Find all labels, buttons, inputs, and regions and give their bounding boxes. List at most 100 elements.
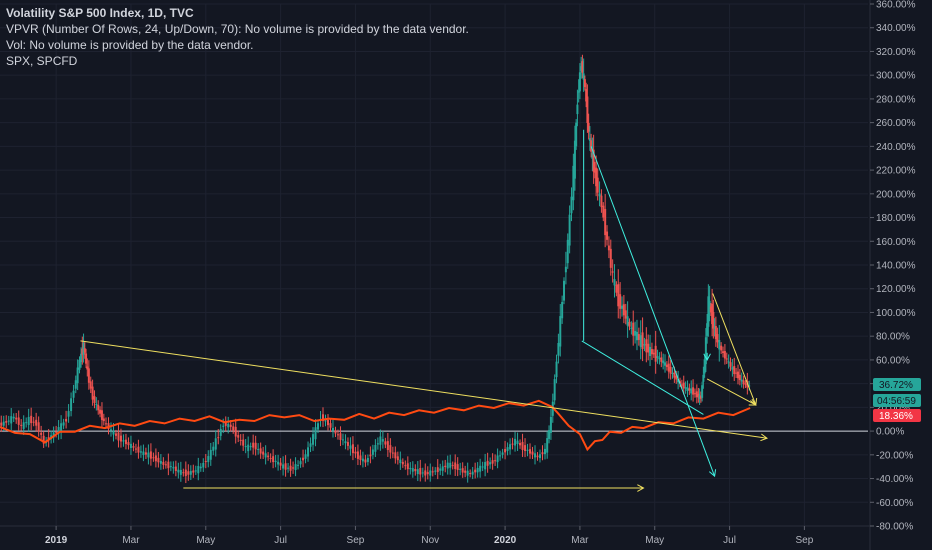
candle-body <box>741 380 743 382</box>
candle-body <box>33 422 35 423</box>
candle-body <box>182 472 184 473</box>
candle-body <box>55 432 57 433</box>
candle-body <box>379 437 381 445</box>
candle-body <box>519 443 521 445</box>
vix-badge-value: 36.72% <box>879 380 913 391</box>
candle-body <box>492 460 494 463</box>
candle-body <box>354 452 356 454</box>
candle-body <box>137 447 139 453</box>
candle-body <box>701 385 703 398</box>
candle-body <box>464 471 466 473</box>
candle-body <box>115 433 117 435</box>
candle-body <box>257 449 259 450</box>
candle-body <box>250 446 252 447</box>
candle-body <box>222 426 224 427</box>
candle-body <box>68 411 70 417</box>
time-axis[interactable]: 2019 Mar May Jul Sep Nov 2020 Mar May Jul Sep <box>0 526 870 550</box>
candle-body <box>581 61 583 72</box>
candle-body <box>692 387 694 394</box>
candle-body <box>339 433 341 440</box>
candle-body <box>255 443 257 450</box>
candle-body <box>217 437 219 438</box>
candle-body <box>127 442 129 445</box>
candle-body <box>237 435 239 438</box>
candle-body <box>469 473 471 474</box>
candle-body <box>372 450 374 455</box>
candle-body <box>282 464 284 468</box>
candle-body <box>85 354 87 364</box>
candle-body <box>210 450 212 460</box>
candle-body <box>10 416 12 423</box>
candle-body <box>38 422 40 431</box>
candle-body <box>670 367 672 374</box>
candle-body <box>612 271 614 272</box>
candle-body <box>412 468 414 471</box>
candle-body <box>647 344 649 353</box>
price-tick-label: 260.00% <box>876 118 916 129</box>
candle-body <box>77 368 79 384</box>
candle-body <box>588 123 590 132</box>
candle-body <box>658 358 660 359</box>
spx-badge-value: 18.36% <box>879 411 913 422</box>
candle-body <box>287 468 289 469</box>
candle-body <box>645 339 647 352</box>
candle-body <box>347 442 349 446</box>
candle-body <box>402 462 404 464</box>
price-axis[interactable]: 360.00% 340.00% 320.00% 300.00% 280.00% 260.0… <box>868 0 932 550</box>
candle-body <box>474 470 476 473</box>
candle-body <box>694 393 696 394</box>
candle-body <box>197 466 199 473</box>
candle-body <box>599 194 601 197</box>
candle-body <box>662 361 664 364</box>
price-tick-label: -60.00% <box>876 498 913 509</box>
candle-body <box>357 451 359 458</box>
candle-body <box>35 420 37 426</box>
candle-body <box>457 464 459 470</box>
candle-body <box>544 449 546 454</box>
price-tick-label: 280.00% <box>876 94 916 105</box>
candle-body <box>606 232 608 240</box>
candle-body <box>200 467 202 469</box>
candle-body <box>733 366 735 374</box>
candle-body <box>640 335 642 347</box>
price-tick-label: 220.00% <box>876 166 916 177</box>
candle-body <box>377 443 379 444</box>
candle-body <box>744 384 746 385</box>
candle-body <box>205 461 207 462</box>
candle-body <box>23 422 25 429</box>
candle-body <box>295 464 297 470</box>
candle-body <box>8 421 10 422</box>
candle-body <box>726 358 728 359</box>
candle-body <box>215 438 217 449</box>
price-tick-label: 60.00% <box>876 355 910 366</box>
candle-body <box>556 362 558 378</box>
candle-body <box>325 420 327 421</box>
candle-body <box>307 447 309 456</box>
candle-body <box>512 444 514 445</box>
candle-body <box>720 346 722 351</box>
candle-body <box>542 452 544 454</box>
candle-body <box>619 294 621 309</box>
candle-body <box>507 447 509 451</box>
candle-body <box>479 466 481 472</box>
candle-body <box>195 470 197 471</box>
candle-body <box>590 140 592 151</box>
candle-body <box>628 322 630 327</box>
candle-body <box>267 456 269 458</box>
price-badges: 36.72% 04:56:59 18.36% <box>873 378 921 422</box>
candle-body <box>627 316 629 325</box>
candle-body <box>534 453 536 457</box>
price-tick-label: -80.00% <box>876 522 913 533</box>
candle-body <box>672 373 674 374</box>
candle-body <box>369 455 371 457</box>
price-tick-label: -20.00% <box>876 450 913 461</box>
candle-body <box>95 404 97 405</box>
candle-body <box>539 454 541 458</box>
candle-body <box>15 418 17 420</box>
candle-body <box>13 417 15 419</box>
candle-body <box>93 396 95 403</box>
candle-body <box>484 462 486 469</box>
candle-body <box>514 439 516 446</box>
